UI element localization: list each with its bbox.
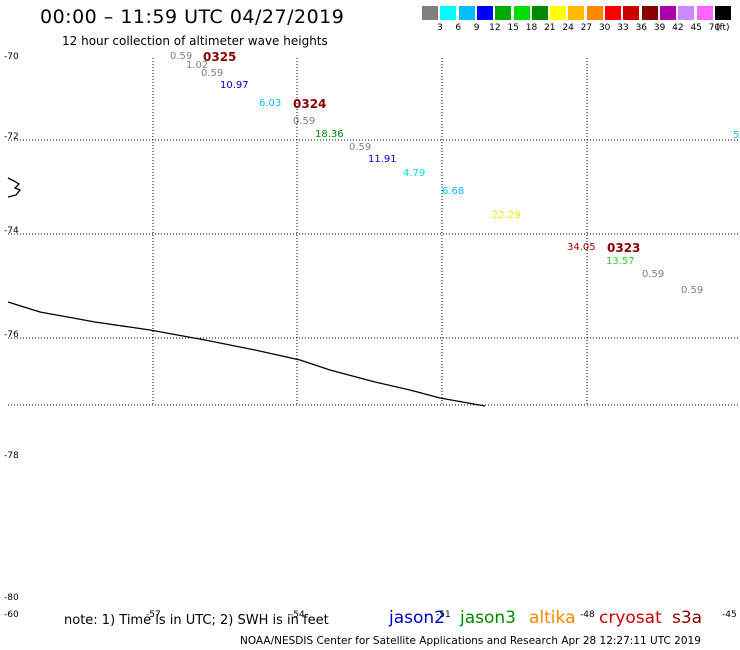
satellite-name: altika xyxy=(529,608,576,628)
legend-tick-label: 70 xyxy=(708,23,721,33)
longitude-label: -54 xyxy=(290,610,305,620)
wave-height-value: 0.59 xyxy=(642,269,665,280)
footer-credit: NOAA/NESDIS Center for Satellite Applica… xyxy=(240,635,701,647)
color-swatch xyxy=(550,6,567,20)
satellite-name: jason2 xyxy=(389,608,445,628)
color-swatch xyxy=(623,6,640,20)
legend-tick-label: 15 xyxy=(507,23,519,33)
wave-height-value: 4.79 xyxy=(403,168,426,179)
longitude-label: -57 xyxy=(146,610,161,620)
wave-height-value: 34.05 xyxy=(567,242,596,253)
legend-tick-label: 18 xyxy=(525,23,538,33)
map-subtitle: 12 hour collection of altimeter wave hei… xyxy=(62,34,328,48)
lat-lon-grid xyxy=(8,58,740,406)
color-swatch xyxy=(513,6,530,20)
legend-tick-label: 24 xyxy=(562,23,574,33)
legend-tick-label: 21 xyxy=(544,23,556,33)
wave-height-value: 13.57 xyxy=(606,256,635,267)
ice-edge-coastline xyxy=(7,301,486,407)
island-coastline xyxy=(7,177,22,198)
latitude-label: -76 xyxy=(4,330,19,340)
color-swatch xyxy=(586,6,603,20)
legend-tick-label: 45 xyxy=(690,23,702,33)
wave-height-value: 10.97 xyxy=(220,80,249,91)
wave-height-value: 22.29 xyxy=(492,210,521,221)
satellite-name: s3a xyxy=(672,608,703,628)
color-swatch xyxy=(605,6,621,20)
color-swatch xyxy=(531,6,548,20)
color-swatch xyxy=(696,6,713,20)
legend-tick-label: 27 xyxy=(580,23,593,33)
color-swatch xyxy=(476,6,493,20)
wave-height-value: 0.59 xyxy=(293,116,316,127)
latitude-label: -72 xyxy=(4,132,19,142)
color-swatch xyxy=(422,6,438,20)
wave-height-value: 0.59 xyxy=(349,142,372,153)
color-swatch xyxy=(568,6,585,20)
color-swatch xyxy=(440,6,457,20)
legend-tick-label: 33 xyxy=(617,23,629,33)
satellite-name: cryosat xyxy=(599,608,662,628)
color-swatch xyxy=(495,6,512,20)
legend-tick-label: 6 xyxy=(455,23,462,33)
map-title: 00:00 – 11:59 UTC 04/27/2019 xyxy=(40,6,345,28)
latitude-label: -78 xyxy=(4,451,19,461)
pass-time-label: 0324 xyxy=(293,97,327,111)
pass-time-label: 0325 xyxy=(203,50,237,64)
wave-height-value: 18.36 xyxy=(315,129,344,140)
longitude-label: -48 xyxy=(580,610,595,620)
color-swatch xyxy=(659,6,676,20)
longitude-label: -51 xyxy=(436,610,451,620)
wave-height-value: 6.68 xyxy=(442,186,465,197)
longitude-label: -45 xyxy=(722,610,737,620)
latitude-label: -80 xyxy=(4,593,19,603)
wave-height-value: 1.02 xyxy=(186,60,209,71)
legend-tick-label: 3 xyxy=(437,23,443,33)
wave-height-value: 11.91 xyxy=(368,154,397,165)
latitude-label: -70 xyxy=(4,52,19,62)
wave-height-value: 0.59 xyxy=(681,285,704,296)
latitude-label: -74 xyxy=(4,226,19,236)
longitude-label: -60 xyxy=(4,610,19,620)
color-swatch xyxy=(714,6,731,20)
note-text: note: 1) Time is in UTC; 2) SWH is in fe… xyxy=(64,613,329,628)
legend-tick-label: 30 xyxy=(598,23,611,33)
pass-time-label: 0323 xyxy=(607,241,641,255)
wave-height-value: 0.59 xyxy=(201,68,224,79)
legend-tick-label: 12 xyxy=(489,23,501,33)
wave-height-value: 0.59 xyxy=(170,51,193,62)
legend-tick-label: 9 xyxy=(473,23,480,33)
wave-height-value: 6.03 xyxy=(259,98,282,109)
color-swatch xyxy=(641,6,658,20)
color-swatch xyxy=(458,6,475,20)
satellite-name: jason3 xyxy=(460,608,516,628)
legend-unit: (ft) xyxy=(716,23,730,33)
legend-tick-label: 36 xyxy=(635,23,648,33)
legend-tick-label: 42 xyxy=(672,23,684,33)
legend-tick-label: 39 xyxy=(653,23,666,33)
wave-height-value: 5 xyxy=(733,130,740,141)
color-swatch xyxy=(678,6,695,20)
